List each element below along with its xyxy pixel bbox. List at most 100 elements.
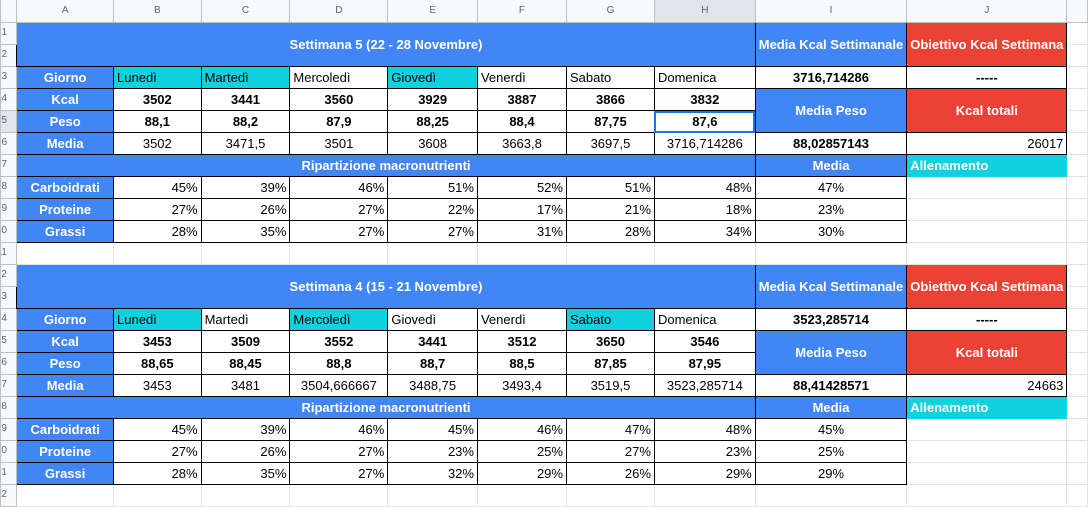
obiettivo-header[interactable]: Obiettivo Kcal Settimana	[906, 264, 1068, 309]
week-title[interactable]: Settimana 5 (22 - 28 Novembre)	[16, 22, 756, 67]
empty-cell[interactable]	[1066, 220, 1088, 243]
empty-cell[interactable]	[906, 242, 1068, 265]
proteine-cell[interactable]: 18%	[653, 198, 756, 221]
media-cell[interactable]: 3488,75	[387, 374, 478, 397]
peso-cell[interactable]: 88,7	[387, 352, 478, 375]
day-cell[interactable]: Giovedì	[387, 66, 478, 89]
carboidrati-cell[interactable]: 51%	[565, 176, 655, 199]
empty-cell[interactable]	[754, 242, 908, 265]
peso-cell[interactable]: 88,65	[113, 352, 202, 375]
empty-cell[interactable]	[906, 220, 1068, 243]
row-header[interactable]: 10	[0, 220, 18, 243]
carboidrati-cell[interactable]: 48%	[653, 418, 756, 441]
kcal-cell[interactable]: 3560	[289, 88, 389, 111]
macro-media-proteine[interactable]: 23%	[754, 198, 908, 221]
empty-cell[interactable]	[1066, 110, 1088, 133]
proteine-cell[interactable]: 26%	[200, 440, 291, 463]
row-header[interactable]: 11	[0, 242, 18, 265]
media-peso-header[interactable]: Media Peso	[754, 330, 908, 375]
label-giorno[interactable]: Giorno	[16, 308, 115, 331]
empty-cell[interactable]	[1066, 440, 1088, 463]
kcal-cell[interactable]: 3441	[200, 88, 291, 111]
kcal-cell[interactable]: 3650	[565, 330, 655, 353]
carboidrati-cell[interactable]: 46%	[289, 176, 389, 199]
column-header-E[interactable]: E	[387, 0, 478, 23]
proteine-cell[interactable]: 25%	[476, 440, 567, 463]
empty-cell[interactable]	[113, 242, 202, 265]
media-kcal-value[interactable]: 3716,714286	[754, 66, 908, 89]
allenamento-legend[interactable]: Allenamento	[906, 154, 1068, 177]
proteine-cell[interactable]: 23%	[387, 440, 478, 463]
empty-cell[interactable]	[200, 484, 291, 507]
peso-cell[interactable]: 88,2	[200, 110, 291, 133]
empty-cell[interactable]	[200, 242, 291, 265]
grassi-cell[interactable]: 26%	[565, 462, 655, 485]
row-header[interactable]: 22	[0, 484, 18, 507]
empty-cell[interactable]	[1066, 132, 1088, 155]
media-kcal-value[interactable]: 3523,285714	[754, 308, 908, 331]
carboidrati-cell[interactable]: 51%	[387, 176, 478, 199]
media-peso-value[interactable]: 88,02857143	[754, 132, 908, 155]
grassi-cell[interactable]: 27%	[387, 220, 478, 243]
carboidrati-cell[interactable]: 45%	[113, 176, 202, 199]
row-header[interactable]: 7	[0, 154, 18, 177]
obiettivo-value[interactable]: -----	[906, 66, 1068, 89]
media-cell[interactable]: 3663,8	[476, 132, 567, 155]
proteine-cell[interactable]: 27%	[289, 198, 389, 221]
row-header[interactable]: 16	[0, 352, 18, 375]
grassi-cell[interactable]: 28%	[113, 220, 202, 243]
empty-cell[interactable]	[754, 484, 908, 507]
peso-cell[interactable]: 87,75	[565, 110, 655, 133]
grassi-cell[interactable]: 32%	[387, 462, 478, 485]
day-cell[interactable]: Mercoledì	[289, 308, 389, 331]
empty-cell[interactable]	[1066, 396, 1088, 419]
empty-cell[interactable]	[565, 242, 655, 265]
ripartizione-header[interactable]: Ripartizione macronutrienti	[16, 154, 756, 177]
day-cell[interactable]: Lunedì	[113, 308, 202, 331]
column-header-A[interactable]: A	[16, 0, 115, 23]
label-media[interactable]: Media	[16, 132, 115, 155]
label-kcal[interactable]: Kcal	[16, 330, 115, 353]
column-header-D[interactable]: D	[289, 0, 389, 23]
day-cell[interactable]: Domenica	[653, 66, 756, 89]
column-header-H[interactable]: H	[653, 0, 756, 23]
column-header-F[interactable]: F	[476, 0, 567, 23]
kcal-cell[interactable]: 3453	[113, 330, 202, 353]
empty-cell[interactable]	[653, 484, 756, 507]
grassi-cell[interactable]: 29%	[653, 462, 756, 485]
empty-cell[interactable]	[289, 242, 389, 265]
empty-cell[interactable]	[1066, 44, 1088, 67]
empty-cell[interactable]	[906, 440, 1068, 463]
day-cell[interactable]: Sabato	[565, 66, 655, 89]
row-header[interactable]: 19	[0, 418, 18, 441]
empty-cell[interactable]	[289, 484, 389, 507]
empty-cell[interactable]	[476, 242, 567, 265]
kcal-cell[interactable]: 3832	[653, 88, 756, 111]
media-peso-header[interactable]: Media Peso	[754, 88, 908, 133]
empty-cell[interactable]	[906, 198, 1068, 221]
column-header-J[interactable]: J	[906, 0, 1068, 23]
row-header[interactable]: 15	[0, 330, 18, 353]
day-cell[interactable]: Martedì	[200, 66, 291, 89]
label-media[interactable]: Media	[16, 374, 115, 397]
carboidrati-cell[interactable]: 45%	[113, 418, 202, 441]
media-cell[interactable]: 3471,5	[200, 132, 291, 155]
carboidrati-cell[interactable]: 48%	[653, 176, 756, 199]
label-carboidrati[interactable]: Carboidrati	[16, 176, 115, 199]
media-cell[interactable]: 3523,285714	[653, 374, 756, 397]
macro-media-grassi[interactable]: 30%	[754, 220, 908, 243]
row-header[interactable]: 12	[0, 264, 18, 287]
media-cell[interactable]: 3716,714286	[653, 132, 756, 155]
grassi-cell[interactable]: 28%	[113, 462, 202, 485]
macro-media-carboidrati[interactable]: 45%	[754, 418, 908, 441]
empty-cell[interactable]	[387, 484, 478, 507]
media-cell[interactable]: 3519,5	[565, 374, 655, 397]
peso-cell[interactable]: 88,5	[476, 352, 567, 375]
carboidrati-cell[interactable]: 39%	[200, 418, 291, 441]
empty-cell[interactable]	[1066, 286, 1088, 309]
carboidrati-cell[interactable]: 52%	[476, 176, 567, 199]
media-kcal-header[interactable]: Media Kcal Settimanale	[754, 22, 908, 67]
allenamento-legend[interactable]: Allenamento	[906, 396, 1068, 419]
media-kcal-header[interactable]: Media Kcal Settimanale	[754, 264, 908, 309]
empty-cell[interactable]	[906, 462, 1068, 485]
